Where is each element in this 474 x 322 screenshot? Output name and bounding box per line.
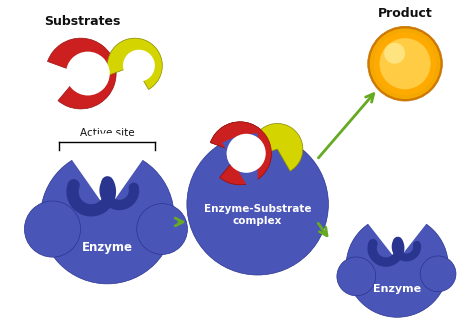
- Wedge shape: [364, 207, 430, 261]
- Wedge shape: [366, 204, 428, 251]
- Circle shape: [227, 134, 266, 173]
- Circle shape: [337, 257, 376, 296]
- Circle shape: [187, 134, 328, 275]
- Circle shape: [137, 204, 188, 254]
- Circle shape: [370, 28, 440, 99]
- Wedge shape: [222, 134, 258, 204]
- Wedge shape: [252, 124, 303, 171]
- Wedge shape: [107, 38, 162, 90]
- Circle shape: [384, 43, 405, 64]
- Circle shape: [40, 150, 174, 284]
- Circle shape: [227, 134, 266, 173]
- Circle shape: [368, 26, 442, 101]
- Circle shape: [25, 201, 81, 257]
- Wedge shape: [66, 138, 149, 210]
- Circle shape: [420, 256, 456, 292]
- Wedge shape: [210, 122, 272, 185]
- Circle shape: [200, 146, 316, 262]
- Text: Substrates: Substrates: [45, 14, 121, 28]
- Text: Enzyme-Substrate
complex: Enzyme-Substrate complex: [204, 204, 311, 226]
- Text: Enzyme: Enzyme: [82, 241, 133, 254]
- Circle shape: [66, 52, 110, 95]
- Wedge shape: [66, 134, 148, 197]
- Wedge shape: [210, 122, 272, 185]
- Circle shape: [123, 50, 155, 82]
- Text: Active site: Active site: [80, 128, 135, 138]
- Circle shape: [380, 38, 430, 89]
- Text: Product: Product: [378, 7, 432, 21]
- Circle shape: [374, 32, 437, 95]
- Text: Enzyme: Enzyme: [373, 284, 421, 294]
- Circle shape: [346, 215, 448, 317]
- Wedge shape: [47, 38, 116, 109]
